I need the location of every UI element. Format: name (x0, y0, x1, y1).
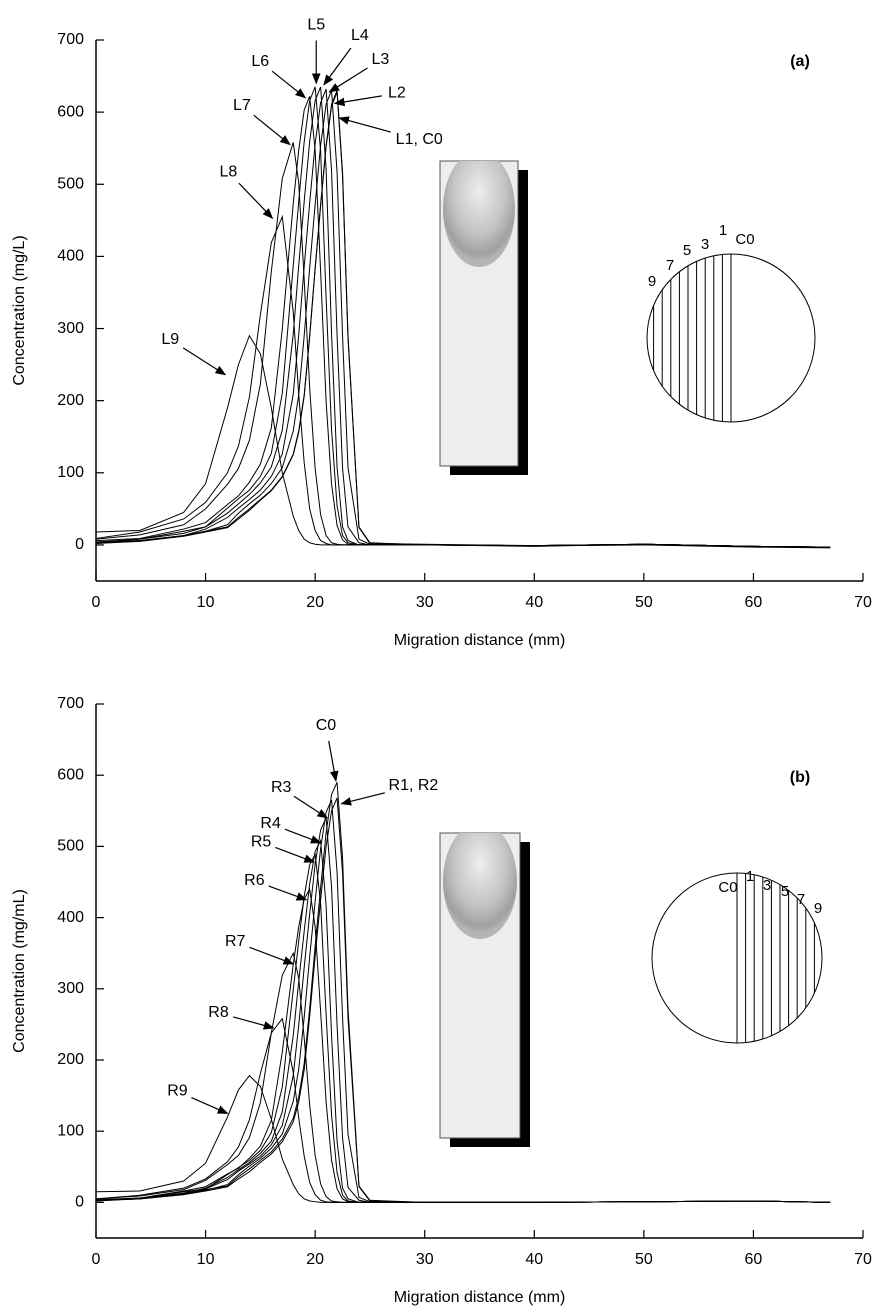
y-tick-label: 300 (57, 980, 84, 997)
annotation-arrow (233, 1016, 275, 1030)
y-tick-label: 700 (57, 695, 84, 712)
annotation: C0 (316, 717, 337, 734)
annotation-arrow (293, 795, 329, 819)
x-tick-label: 30 (416, 594, 434, 611)
annotation-arrow (249, 946, 295, 965)
annotation: L4 (351, 27, 369, 44)
y-tick-label: 100 (57, 1122, 84, 1139)
annotation: L9 (161, 331, 179, 348)
gel-band (443, 833, 517, 939)
annotation: R5 (251, 833, 272, 850)
panel-label: (a) (790, 53, 810, 70)
annotation: R6 (244, 872, 265, 889)
inset-label: 3 (763, 877, 771, 894)
annotation: R1, R2 (389, 777, 439, 794)
x-tick-label: 10 (197, 594, 215, 611)
x-tick-label: 60 (745, 1251, 763, 1268)
annotation: L8 (220, 163, 238, 180)
panel: 975 31 C0 0 100 200 300 400 500 600 700 0 10 20 30 40 50… (11, 16, 872, 649)
panel: C0 13 5 79 0 100 200 300 400 500 600 700 0 10 20 30 40 50… (11, 695, 872, 1306)
gel-band (443, 161, 515, 267)
y-tick-label: 0 (75, 1194, 84, 1211)
inset-label: 3 (701, 236, 709, 253)
x-tick-label: 20 (306, 594, 324, 611)
y-tick-label: 400 (57, 248, 84, 265)
y-axis-title: Concentration (mg/mL) (11, 889, 28, 1053)
annotation-arrow (271, 70, 307, 99)
annotation: L6 (251, 53, 269, 70)
inset-label: 5 (683, 242, 691, 259)
annotation: L2 (388, 85, 406, 102)
annotation-arrow (284, 828, 322, 844)
annotation-arrow (253, 114, 291, 146)
x-tick-label: 50 (635, 1251, 653, 1268)
curve (95, 1074, 831, 1203)
y-tick-label: 200 (57, 1051, 84, 1068)
y-tick-label: 200 (57, 392, 84, 409)
inset-label: C0 (718, 879, 737, 896)
y-tick-label: 600 (57, 766, 84, 783)
panel-label: (b) (790, 769, 810, 786)
annotation-arrow (238, 182, 274, 219)
annotation-arrow (182, 347, 227, 376)
x-tick-label: 40 (525, 1251, 543, 1268)
x-tick-label: 10 (197, 1251, 215, 1268)
annotation: R9 (167, 1083, 188, 1100)
y-tick-label: 700 (57, 31, 84, 48)
annotation: L5 (307, 16, 325, 33)
x-tick-label: 20 (306, 1251, 324, 1268)
y-tick-label: 400 (57, 909, 84, 926)
annotation: L1, C0 (396, 131, 443, 148)
x-tick-label: 0 (92, 594, 101, 611)
inset-label: 7 (797, 891, 805, 908)
inset-label: C0 (735, 231, 754, 248)
annotation: L3 (371, 51, 389, 68)
inset-label: 7 (666, 257, 674, 274)
inset-label: 9 (648, 273, 656, 290)
inset-label: 1 (719, 222, 727, 239)
annotation-arrow (328, 67, 368, 93)
curve (95, 91, 831, 549)
x-tick-label: 40 (525, 594, 543, 611)
x-tick-label: 50 (635, 594, 653, 611)
y-tick-label: 300 (57, 320, 84, 337)
annotation: R8 (208, 1004, 229, 1021)
annotation-arrow (191, 1096, 229, 1114)
x-tick-label: 70 (854, 1251, 872, 1268)
annotation-arrow (323, 47, 352, 86)
annotation-arrow (338, 116, 391, 133)
annotation-arrow (275, 846, 316, 863)
x-axis-title: Migration distance (mm) (394, 1289, 566, 1306)
y-tick-label: 600 (57, 103, 84, 120)
y-tick-label: 0 (75, 536, 84, 553)
annotation: L7 (233, 97, 251, 114)
annotation-arrow (340, 792, 385, 806)
curve (95, 334, 831, 548)
inset-label: 1 (746, 868, 754, 885)
y-axis-title: Concentration (mg/L) (11, 235, 28, 385)
inset-label: 9 (814, 900, 822, 917)
x-axis-title: Migration distance (mm) (394, 632, 566, 649)
annotation: R7 (225, 933, 246, 950)
annotation-arrow (333, 95, 382, 107)
x-tick-label: 70 (854, 594, 872, 611)
annotation: R3 (271, 779, 292, 796)
annotation: R4 (260, 815, 281, 832)
x-tick-label: 60 (745, 594, 763, 611)
y-tick-label: 500 (57, 838, 84, 855)
x-tick-label: 0 (92, 1251, 101, 1268)
y-tick-label: 100 (57, 464, 84, 481)
y-tick-label: 500 (57, 175, 84, 192)
inset-label: 5 (781, 883, 789, 900)
x-tick-label: 30 (416, 1251, 434, 1268)
annotation-arrow (328, 740, 339, 782)
annotation-arrow (268, 885, 308, 901)
